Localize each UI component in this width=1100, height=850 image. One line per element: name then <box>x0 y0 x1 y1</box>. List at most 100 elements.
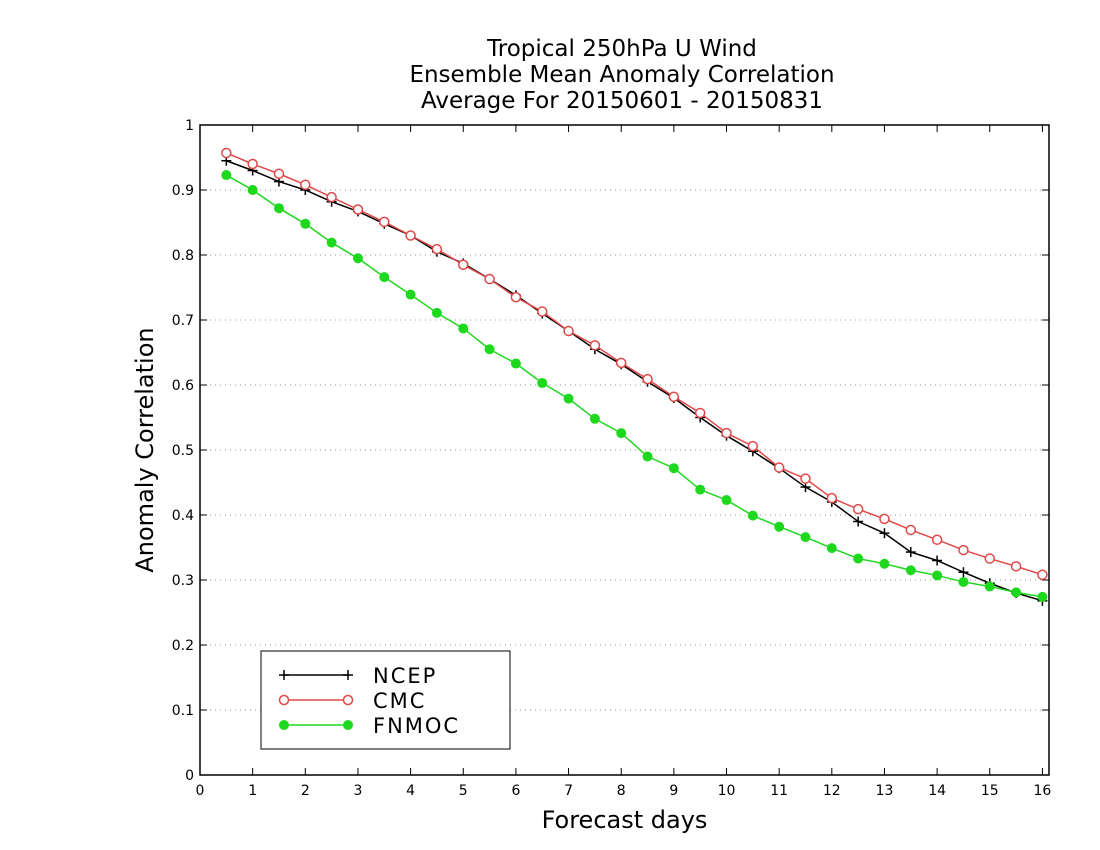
data-point-fnmoc <box>826 543 837 554</box>
y-tick-label: 1 <box>185 118 194 134</box>
data-point-cmc <box>615 357 627 369</box>
data-point-fnmoc <box>247 185 258 195</box>
legend-label-cmc: CMC <box>373 689 426 713</box>
data-point-cmc <box>352 204 364 215</box>
data-point-fnmoc <box>379 272 390 283</box>
y-tick-label: 0.3 <box>172 573 194 589</box>
x-tick-label: 6 <box>511 783 520 799</box>
x-axis-label: Forecast days <box>541 806 708 834</box>
y-tick-label: 0.9 <box>172 183 194 199</box>
data-point-cmc <box>931 534 943 545</box>
x-tick-label: 13 <box>876 783 894 799</box>
data-point-fnmoc <box>747 510 758 521</box>
chart-title-line-3: Average For 20150601 - 20150831 <box>420 88 824 114</box>
legend-label-ncep: NCEP <box>373 664 437 688</box>
series-cmc <box>221 147 1048 581</box>
legend-marker-ncep <box>343 670 353 680</box>
data-point-ncep <box>905 547 916 558</box>
data-point-fnmoc <box>589 413 600 424</box>
legend-marker-fnmoc <box>343 720 353 730</box>
data-point-ncep <box>879 528 890 539</box>
x-tick-label: 11 <box>770 783 788 799</box>
data-point-cmc <box>721 427 732 439</box>
data-point-cmc <box>826 492 838 504</box>
axis-ticks: 00.10.20.30.40.50.60.70.80.910 1 2 3 4 5 6 7 8 9 1… <box>172 118 1052 799</box>
data-point-cmc <box>589 340 601 351</box>
data-point-fnmoc <box>853 553 864 564</box>
y-tick-label: 0.1 <box>172 703 194 719</box>
data-point-cmc <box>458 259 469 270</box>
data-point-cmc <box>984 553 996 564</box>
y-tick-label: 0.7 <box>172 313 194 329</box>
x-tick-label: 14 <box>928 783 946 799</box>
data-point-fnmoc <box>563 393 574 404</box>
y-axis-label: Anomaly Correlation <box>131 327 159 573</box>
chart-title-line-2: Ensemble Mean Anomaly Correlation <box>409 62 835 88</box>
x-tick-label: 0 <box>196 783 205 799</box>
data-point-cmc <box>668 391 680 402</box>
data-point-fnmoc <box>431 307 442 318</box>
data-point-fnmoc <box>537 378 548 389</box>
data-point-cmc <box>773 462 785 473</box>
data-point-fnmoc <box>905 565 916 576</box>
x-tick-label: 1 <box>248 783 257 799</box>
data-point-fnmoc <box>300 218 311 229</box>
data-point-fnmoc <box>352 253 363 264</box>
data-point-fnmoc <box>616 428 627 439</box>
data-point-cmc <box>405 230 416 241</box>
data-point-fnmoc <box>484 344 495 355</box>
gridlines <box>200 189 1049 711</box>
legend-marker-cmc <box>342 694 354 706</box>
data-point-cmc <box>958 544 969 556</box>
data-point-cmc <box>431 243 443 255</box>
data-point-cmc <box>510 292 522 303</box>
data-point-cmc <box>879 513 890 525</box>
y-tick-label: 0.6 <box>172 378 194 394</box>
data-point-fnmoc <box>326 237 337 248</box>
data-point-cmc <box>379 216 390 228</box>
data-point-cmc <box>484 273 495 285</box>
data-point-cmc <box>221 147 232 159</box>
x-tick-label: 5 <box>459 783 468 799</box>
legend-marker-ncep <box>279 670 289 680</box>
series-line-ncep <box>226 160 1043 602</box>
data-point-cmc <box>563 325 574 337</box>
chart-title-line-1: Tropical 250hPa U Wind <box>487 36 757 62</box>
data-point-ncep <box>932 555 943 566</box>
data-point-fnmoc <box>510 358 521 369</box>
data-point-fnmoc <box>642 451 653 462</box>
data-point-ncep <box>853 516 864 527</box>
data-point-fnmoc <box>273 203 284 214</box>
data-point-fnmoc <box>774 521 785 532</box>
x-tick-label: 12 <box>823 783 841 799</box>
x-tick-label: 10 <box>718 783 736 799</box>
y-tick-label: 0.4 <box>172 508 194 524</box>
data-point-cmc <box>905 524 917 536</box>
data-point-cmc <box>326 191 337 203</box>
data-point-fnmoc <box>221 170 232 181</box>
data-point-fnmoc <box>932 570 943 581</box>
data-point-fnmoc <box>458 323 469 334</box>
data-point-cmc <box>536 306 548 317</box>
data-point-fnmoc <box>1037 591 1048 602</box>
data-point-cmc <box>1010 561 1022 572</box>
legend-marker-fnmoc <box>279 720 289 730</box>
x-tick-label: 3 <box>353 783 362 799</box>
data-point-cmc <box>852 503 864 515</box>
x-tick-label: 2 <box>301 783 310 799</box>
x-tick-label: 15 <box>981 783 999 799</box>
series-layer <box>221 147 1048 606</box>
x-tick-label: 9 <box>669 783 678 799</box>
y-tick-label: 0.8 <box>172 248 194 264</box>
data-point-fnmoc <box>984 581 995 592</box>
data-point-fnmoc <box>405 289 416 300</box>
legend-label-fnmoc: FNMOC <box>373 714 460 738</box>
data-point-cmc <box>1037 569 1048 581</box>
series-fnmoc <box>221 170 1048 602</box>
data-point-cmc <box>273 168 285 179</box>
x-tick-label: 7 <box>564 783 573 799</box>
data-point-cmc <box>300 179 311 191</box>
data-point-cmc <box>800 473 811 484</box>
x-tick-label: 16 <box>1034 783 1052 799</box>
